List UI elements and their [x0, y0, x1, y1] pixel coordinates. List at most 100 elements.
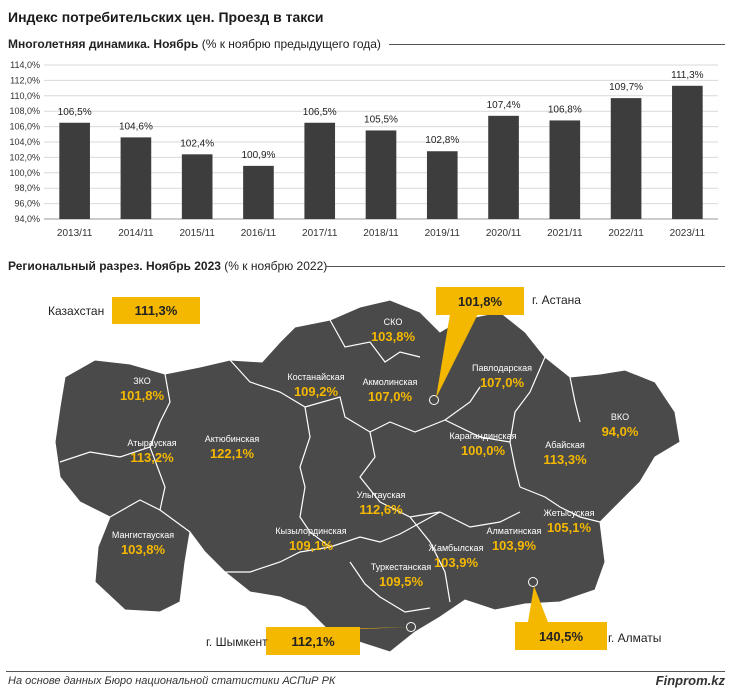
x-tick-label: 2015/11	[179, 228, 215, 239]
section-heading-note: (% к ноябрю предыдущего года)	[198, 37, 381, 51]
region-value: 103,8%	[120, 542, 166, 557]
bar	[549, 120, 581, 219]
x-tick-label: 2022/11	[608, 228, 644, 239]
x-tick-label: 2018/11	[363, 228, 399, 239]
x-tick-label: 2016/11	[241, 228, 277, 239]
section-divider	[326, 266, 725, 267]
bar-value-label: 100,9%	[241, 150, 275, 161]
region-name: СКО	[383, 317, 403, 327]
city-name: г. Шымкент	[206, 635, 268, 649]
bar-value-label: 106,5%	[303, 107, 337, 118]
y-tick-label: 96,0%	[14, 199, 40, 209]
y-tick-label: 110,0%	[10, 91, 40, 101]
region-name: ВКО	[610, 412, 630, 422]
city-name: г. Алматы	[608, 631, 662, 645]
y-tick-label: 112,0%	[10, 75, 40, 85]
region-value: 113,2%	[130, 450, 174, 465]
region-value: 94,0%	[601, 424, 639, 439]
y-tick-label: 94,0%	[14, 214, 40, 224]
region-name: Акмолинская	[362, 377, 418, 387]
bar	[488, 115, 519, 219]
city-name: г. Астана	[532, 293, 581, 307]
region-name: Улытауская	[356, 490, 406, 500]
bar	[672, 85, 703, 219]
region-value: 103,9%	[491, 538, 537, 553]
regional-map	[54, 299, 681, 653]
region-name: Мангистауская	[111, 530, 175, 540]
brand-logo-text: Finprom.kz	[655, 673, 725, 688]
region-name: Атырауская	[127, 438, 177, 448]
section-heading-dynamics: Многолетняя динамика. Ноябрь (% к ноябрю…	[8, 37, 381, 51]
x-tick-label: 2019/11	[425, 228, 461, 239]
y-tick-label: 104,0%	[9, 137, 40, 147]
region-borders	[59, 319, 601, 613]
y-tick-label: 100,0%	[9, 168, 40, 178]
region-value: 113,3%	[543, 452, 587, 467]
region-value: 107,0%	[479, 375, 525, 390]
bar-value-label: 102,8%	[425, 135, 459, 146]
bar-value-label: 107,4%	[487, 100, 521, 111]
region-value: 101,8%	[119, 388, 165, 403]
region-value: 105,1%	[546, 520, 592, 535]
region-value: 109,5%	[378, 574, 424, 589]
region-name: Туркестанская	[370, 562, 432, 572]
city-marker	[429, 395, 439, 405]
bar-value-label: 106,8%	[548, 104, 582, 115]
x-tick-label: 2014/11	[118, 228, 154, 239]
region-name: Карагандинская	[449, 431, 517, 441]
city-marker	[528, 577, 538, 587]
bar	[304, 122, 336, 219]
x-tick-label: 2020/11	[486, 228, 522, 239]
city-value-badge: 140,5%	[515, 622, 607, 650]
region-name: Кызылординская	[275, 526, 347, 536]
region-name: Абайская	[545, 440, 585, 450]
section-heading-note: (% к ноябрю 2022)	[220, 259, 328, 273]
y-tick-label: 102,0%	[9, 152, 40, 162]
bar-value-label: 106,5%	[58, 107, 92, 118]
section-heading-regional: Региональный разрез. Ноябрь 2023 (% к но…	[8, 259, 327, 273]
national-label: Казахстан	[48, 304, 105, 318]
bar	[120, 137, 152, 219]
bar-value-label: 109,7%	[609, 82, 643, 93]
y-tick-label: 106,0%	[9, 122, 40, 132]
region-value: 122,1%	[209, 446, 255, 461]
region-name: Алматинская	[486, 526, 542, 536]
region-name: Костанайская	[287, 372, 345, 382]
footer-divider	[6, 671, 725, 672]
region-value: 100,0%	[460, 443, 506, 458]
bar	[59, 122, 90, 219]
bar	[181, 154, 213, 219]
region-value: 112,6%	[359, 502, 403, 517]
region-name: Жамбылская	[428, 543, 484, 553]
section-heading-bold: Многолетняя динамика. Ноябрь	[8, 37, 199, 51]
y-tick-label: 114,0%	[10, 60, 40, 70]
region-name: Актюбинская	[204, 434, 260, 444]
national-value-badge: 111,3%	[112, 297, 200, 324]
x-tick-label: 2017/11	[302, 228, 338, 239]
x-tick-label: 2013/11	[57, 228, 93, 239]
source-note: На основе данных Бюро национальной стати…	[8, 675, 336, 687]
region-name: Жетысуская	[543, 508, 595, 518]
region-value: 103,8%	[370, 329, 416, 344]
region-name: ЗКО	[133, 376, 151, 386]
city-marker	[406, 622, 416, 632]
region-value: 107,0%	[367, 389, 413, 404]
section-divider	[389, 44, 725, 45]
bar-chart: 94,0% 96,0% 98,0% 100,0% 102,0% 104,0% 106,0% 1…	[9, 60, 718, 239]
city-value-badge: 112,1%	[266, 627, 360, 655]
kazakhstan-map-shape	[54, 299, 681, 653]
bar-value-label: 102,4%	[180, 138, 214, 149]
y-tick-label: 98,0%	[14, 183, 40, 193]
bar	[243, 165, 274, 219]
bar	[610, 98, 642, 219]
region-value: 109,2%	[293, 384, 339, 399]
x-tick-label: 2023/11	[670, 228, 706, 239]
city-value-badge: 101,8%	[436, 287, 524, 315]
chart-title: Индекс потребительских цен. Проезд в так…	[8, 9, 324, 25]
bar	[365, 130, 397, 219]
region-name: Павлодарская	[472, 363, 532, 373]
region-value: 109,1%	[288, 538, 334, 553]
bar-value-label: 111,3%	[671, 70, 704, 81]
bar	[426, 151, 458, 219]
y-tick-label: 108,0%	[9, 106, 40, 116]
